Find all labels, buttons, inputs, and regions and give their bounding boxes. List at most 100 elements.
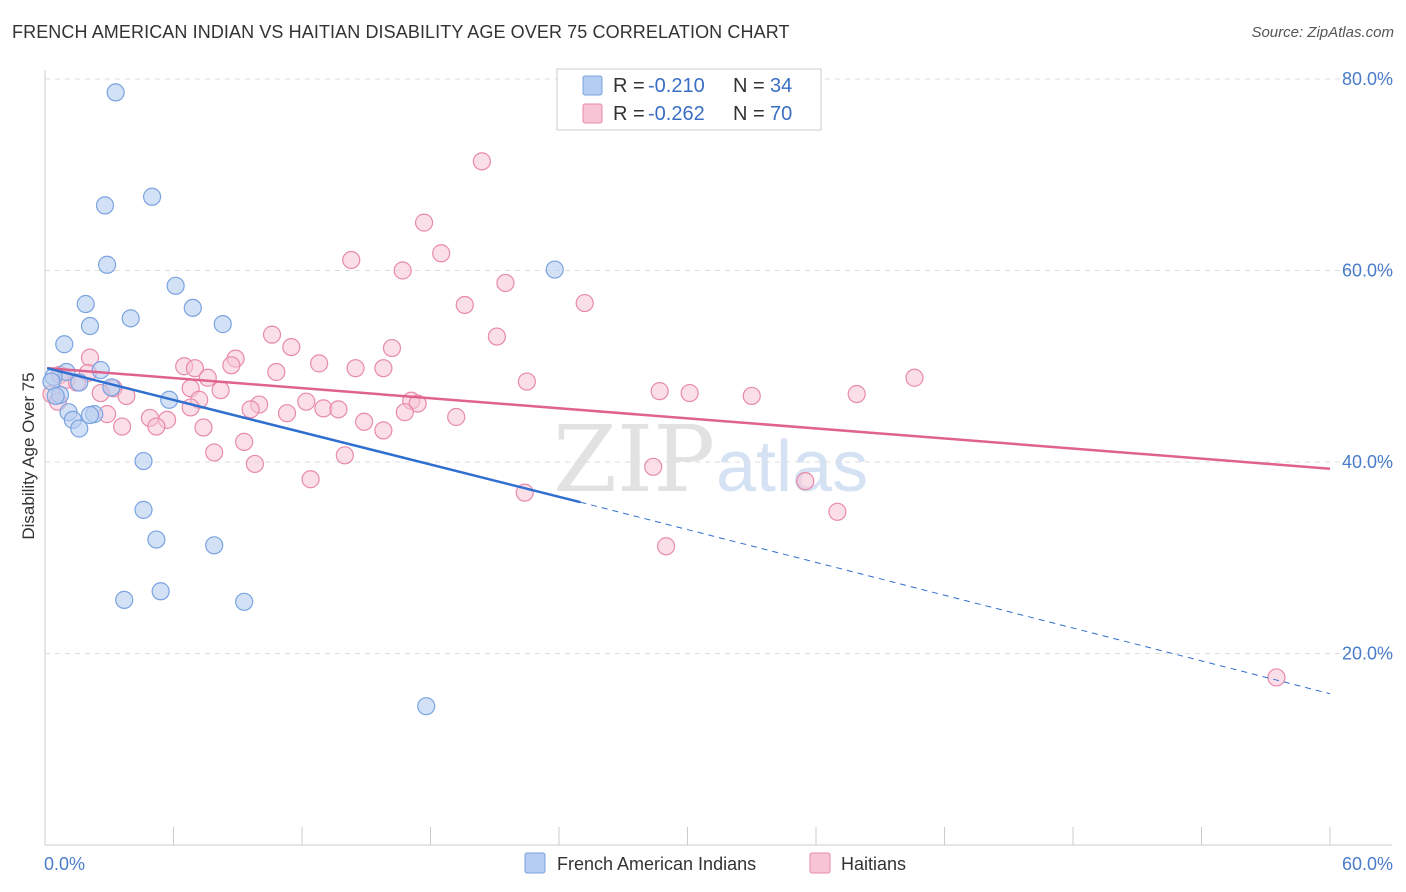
haitians-point-41 xyxy=(297,392,316,411)
haitians-point-56 xyxy=(194,418,213,437)
watermark: ZIP atlas xyxy=(553,406,868,513)
french-american-indians-point-27 xyxy=(134,500,153,519)
haitians-point-18 xyxy=(346,359,365,378)
haitians-point-9 xyxy=(487,327,506,346)
haitians-point-64 xyxy=(796,472,815,491)
bottom-legend-label-french-american-indians: French American Indians xyxy=(557,854,756,874)
haitians-point-69 xyxy=(680,383,699,403)
haitians-point-1 xyxy=(414,213,434,232)
chart-source: Source: ZipAtlas.com xyxy=(1251,24,1394,41)
haitians-point-23 xyxy=(198,368,217,387)
haitians-point-47 xyxy=(277,404,297,423)
haitians-point-68 xyxy=(1267,668,1286,687)
haitians-point-5 xyxy=(496,273,515,293)
y-tick-label-1: 40.0% xyxy=(1342,452,1393,472)
french-american-indians-trend-line xyxy=(46,366,581,504)
french-american-indians-point-0 xyxy=(106,83,125,102)
haitians-point-60 xyxy=(335,446,354,465)
haitians-point-66 xyxy=(828,502,847,521)
french-american-indians-point-6 xyxy=(76,294,95,314)
haitians-point-22 xyxy=(267,362,286,382)
y-tick-label-2: 60.0% xyxy=(1342,261,1393,281)
haitians-point-33 xyxy=(742,386,761,406)
haitians-point-25 xyxy=(905,368,924,387)
french-american-indians-point-9 xyxy=(80,316,100,336)
y-tick-label-0: 20.0% xyxy=(1342,644,1393,664)
haitians-point-7 xyxy=(575,293,594,313)
french-american-indians-points xyxy=(42,83,564,716)
legend-r-label-1: R = xyxy=(613,75,645,97)
legend-n-value-2: 70 xyxy=(770,103,792,125)
french-american-indians-point-1 xyxy=(142,187,162,206)
watermark-zip: ZIP xyxy=(553,406,715,513)
french-american-indians-point-32 xyxy=(235,592,254,611)
french-american-indians-point-10 xyxy=(213,315,232,334)
bottom-legend: French American Indians Haitians xyxy=(524,852,906,874)
french-american-indians-point-26 xyxy=(134,451,153,471)
legend-r-label-2: R = xyxy=(613,103,645,125)
legend-r-value-1: -0.210 xyxy=(648,75,705,97)
french-american-indians-point-7 xyxy=(183,298,202,317)
legend-r-value-2: -0.262 xyxy=(648,103,705,125)
haitians-point-2 xyxy=(432,244,451,263)
watermark-atlas: atlas xyxy=(716,427,868,507)
french-american-indians-point-25 xyxy=(80,405,100,425)
chart-title: FRENCH AMERICAN INDIAN VS HAITIAN DISABI… xyxy=(12,22,790,42)
french-american-indians-trend-extension xyxy=(580,501,1331,695)
haitians-point-61 xyxy=(245,454,264,474)
haitians-point-46 xyxy=(329,400,348,419)
haitians-point-40 xyxy=(408,394,427,413)
french-american-indians-point-24 xyxy=(70,419,89,438)
french-american-indians-point-29 xyxy=(205,536,224,555)
french-american-indians-point-5 xyxy=(166,276,185,295)
haitians-point-26 xyxy=(517,372,536,391)
haitians-point-4 xyxy=(393,261,412,280)
legend-swatch-blue xyxy=(582,75,603,96)
haitians-point-53 xyxy=(355,412,374,431)
haitians-point-10 xyxy=(282,338,301,357)
haitians-point-3 xyxy=(342,250,361,270)
haitians-point-11 xyxy=(382,338,402,358)
y-tick-labels: 20.0% 40.0% 60.0% 80.0% xyxy=(1342,69,1393,664)
haitians-point-49 xyxy=(447,407,466,427)
haitians-point-17 xyxy=(185,359,205,378)
french-american-indians-point-3 xyxy=(98,255,117,274)
haitians-point-14 xyxy=(310,354,329,373)
french-american-indians-point-12 xyxy=(91,360,110,380)
french-american-indians-point-31 xyxy=(115,590,134,609)
french-american-indians-point-30 xyxy=(151,582,170,601)
x-tick-label-1: 60.0% xyxy=(1342,854,1393,874)
legend-n-label-1: N = xyxy=(733,75,765,97)
haitians-point-57 xyxy=(374,421,393,440)
haitians-point-19 xyxy=(374,359,393,378)
legend-n-value-1: 34 xyxy=(770,75,792,97)
haitians-point-48 xyxy=(395,403,414,422)
french-american-indians-point-33 xyxy=(417,697,436,716)
french-american-indians-point-19 xyxy=(102,378,121,397)
legend-swatch-pink xyxy=(582,103,603,124)
haitians-point-54 xyxy=(112,417,132,436)
french-american-indians-point-28 xyxy=(147,530,166,549)
haitians-point-59 xyxy=(205,443,224,462)
haitians-point-62 xyxy=(644,457,663,476)
bottom-legend-swatch-blue xyxy=(524,852,546,874)
x-tick-label-0: 0.0% xyxy=(44,854,85,874)
haitians-point-8 xyxy=(262,325,282,344)
axes xyxy=(44,70,1392,846)
y-tick-label-3: 80.0% xyxy=(1342,69,1393,89)
haitians-point-63 xyxy=(301,470,320,489)
grid-lines xyxy=(45,78,1392,654)
haitians-point-6 xyxy=(455,295,474,315)
trend-lines xyxy=(46,366,1331,695)
haitians-point-30 xyxy=(211,381,230,400)
haitians-point-0 xyxy=(472,152,491,171)
french-american-indians-point-11 xyxy=(55,335,74,354)
haitians-point-58 xyxy=(235,432,254,451)
y-axis-title: Disability Age Over 75 xyxy=(19,372,38,539)
haitians-point-44 xyxy=(241,400,260,419)
haitians-point-15 xyxy=(222,356,241,375)
bottom-legend-swatch-pink xyxy=(809,852,831,874)
legend-n-label-2: N = xyxy=(733,103,765,125)
bottom-legend-label-haitians: Haitians xyxy=(841,854,906,874)
